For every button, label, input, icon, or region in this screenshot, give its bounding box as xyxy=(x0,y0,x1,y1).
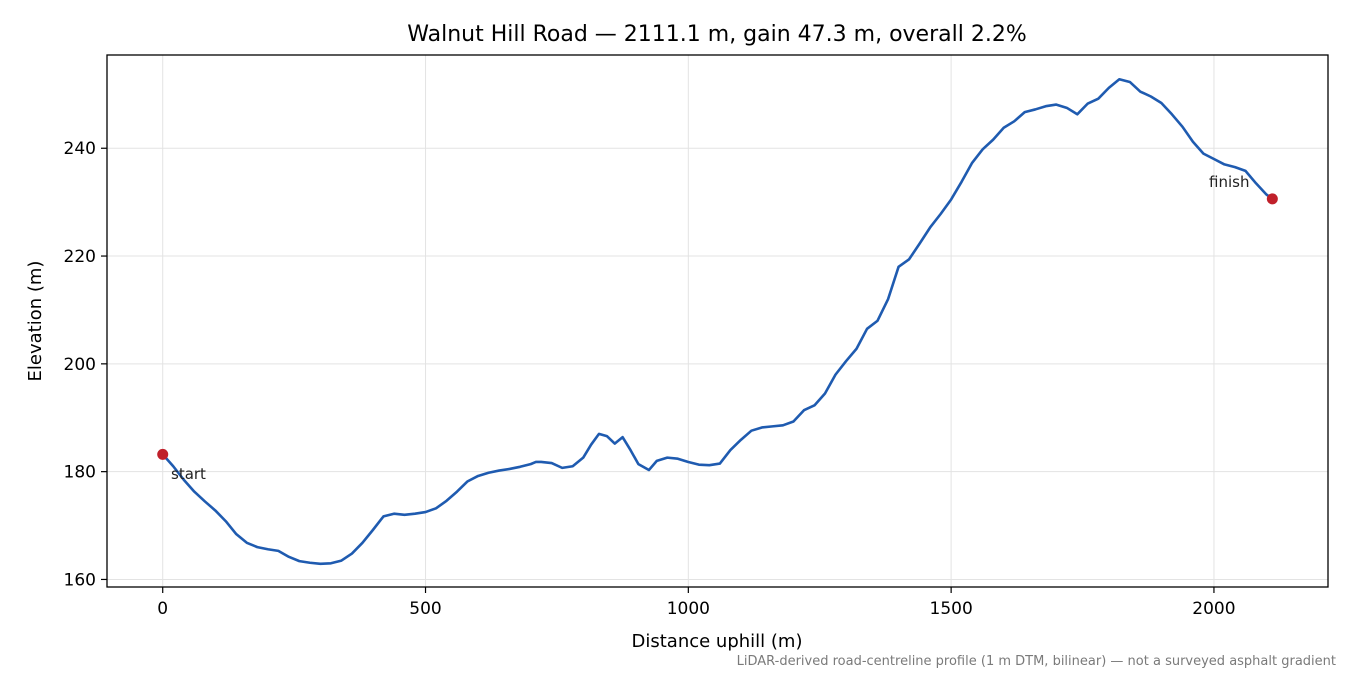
grid xyxy=(107,55,1328,587)
x-tick-label: 2000 xyxy=(1192,599,1235,619)
y-tick-label: 240 xyxy=(64,139,96,159)
x-axis-label: Distance uphill (m) xyxy=(632,631,803,652)
x-tick-label: 0 xyxy=(157,599,168,619)
start-marker xyxy=(157,448,169,460)
footnote: LiDAR-derived road-centreline profile (1… xyxy=(737,654,1336,669)
x-tick-label: 1000 xyxy=(667,599,710,619)
y-tick-label: 160 xyxy=(64,570,96,590)
y-tick-label: 220 xyxy=(64,247,96,267)
plot-area xyxy=(157,77,1278,566)
x-tick-label: 1500 xyxy=(930,599,973,619)
finish-marker xyxy=(1266,193,1278,205)
chart-title: Walnut Hill Road — 2111.1 m, gain 47.3 m… xyxy=(407,22,1026,47)
y-axis-label: Elevation (m) xyxy=(25,261,46,382)
finish-annotation: finish xyxy=(1209,173,1249,191)
y-tick-label: 180 xyxy=(64,463,96,483)
plot-frame xyxy=(106,54,1329,588)
x-axis: 0 500 1000 1500 2000 xyxy=(157,587,1236,619)
y-axis: 160 180 200 220 240 xyxy=(64,139,107,590)
elevation-line xyxy=(161,77,1274,566)
start-annotation: start xyxy=(171,465,206,483)
y-tick-label: 200 xyxy=(64,355,96,375)
x-tick-label: 500 xyxy=(409,599,441,619)
